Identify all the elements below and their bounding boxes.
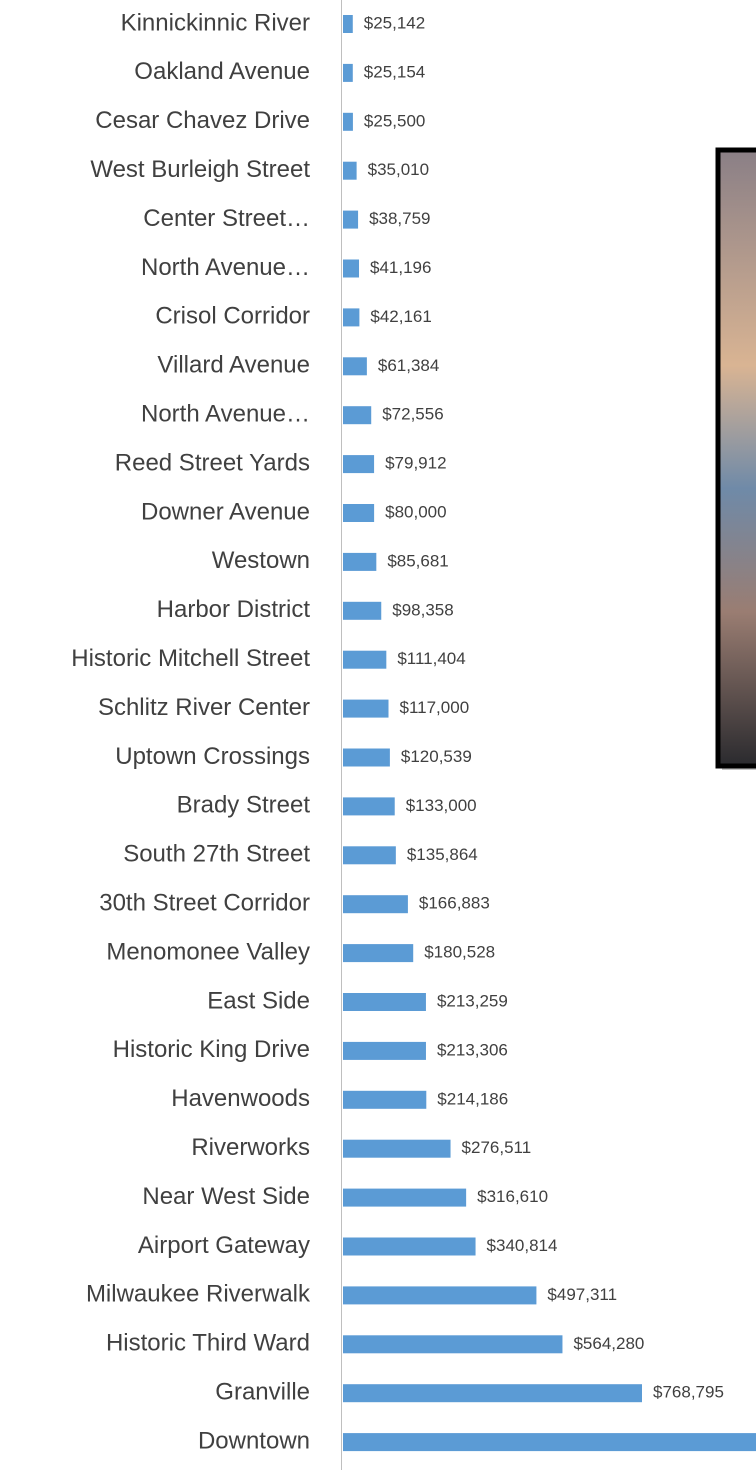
bar: [343, 1384, 642, 1403]
bar: [343, 699, 389, 718]
bar: [343, 797, 395, 816]
bar: [343, 1286, 537, 1305]
value-label: $135,864: [407, 845, 478, 864]
value-label: $213,259: [437, 991, 508, 1010]
value-label: $61,384: [378, 356, 439, 375]
bar: [343, 455, 375, 474]
category-label: South 27th Street: [123, 841, 310, 868]
category-label: Villard Avenue: [157, 352, 310, 379]
value-label: $72,556: [382, 405, 443, 424]
bar: [343, 308, 360, 327]
value-label: $111,404: [397, 649, 465, 668]
category-label: North Avenue…: [141, 401, 310, 428]
category-label: Granville: [215, 1379, 310, 1406]
category-label: Menomonee Valley: [106, 938, 310, 965]
bar: [343, 1237, 476, 1256]
value-label: $25,154: [364, 62, 425, 81]
category-label: West Burleigh Street: [90, 156, 310, 183]
bar: [343, 210, 359, 229]
bar: [343, 601, 382, 620]
bar: [343, 1139, 451, 1158]
category-label: Cesar Chavez Drive: [95, 107, 310, 134]
category-label: Historic Mitchell Street: [71, 645, 310, 672]
category-label: Downer Avenue: [141, 498, 310, 525]
category-label: Uptown Crossings: [115, 743, 310, 770]
category-label: Airport Gateway: [138, 1232, 310, 1259]
value-label: $42,161: [370, 307, 431, 326]
bar: [343, 15, 353, 33]
bar: [343, 895, 408, 914]
value-label: $564,280: [573, 1334, 644, 1353]
bar: [343, 63, 353, 82]
bar: [343, 846, 396, 865]
category-label: Havenwoods: [171, 1085, 310, 1112]
bar: [343, 504, 375, 522]
category-label: Westown: [212, 547, 310, 574]
value-label: $25,142: [364, 13, 425, 32]
value-label: $120,539: [401, 747, 472, 766]
category-label: Schlitz River Center: [98, 694, 310, 721]
value-label: $35,010: [368, 160, 429, 179]
value-label: $133,000: [406, 796, 477, 815]
bar: [343, 1188, 467, 1207]
bar: [343, 406, 372, 425]
category-label: 30th Street Corridor: [99, 890, 310, 917]
category-label: Historic Third Ward: [106, 1330, 310, 1357]
value-label: $340,814: [487, 1236, 558, 1255]
photo: [715, 147, 756, 769]
category-label: Historic King Drive: [113, 1036, 310, 1063]
category-label: Near West Side: [142, 1183, 310, 1210]
value-label: $41,196: [370, 258, 431, 277]
category-label: Downtown: [198, 1427, 310, 1454]
bar: [343, 112, 353, 131]
bar: [343, 1335, 563, 1354]
category-label: Oakland Avenue: [134, 58, 310, 85]
bar: [343, 1090, 427, 1109]
bar: [343, 161, 357, 180]
value-label: $98,358: [392, 600, 453, 619]
value-label: $768,795: [653, 1383, 724, 1402]
value-label: $166,883: [419, 894, 490, 913]
category-label: Center Street…: [143, 205, 310, 232]
value-label: $213,306: [437, 1040, 508, 1059]
bar: [343, 944, 414, 963]
bar: [343, 993, 426, 1011]
bar: [343, 748, 390, 767]
category-label: North Avenue…: [141, 254, 310, 281]
bar: [343, 259, 360, 278]
value-label: $276,511: [462, 1138, 532, 1157]
bar: [343, 1433, 756, 1452]
value-label: $85,681: [387, 551, 448, 570]
category-label: Harbor District: [157, 596, 311, 623]
category-label: Crisol Corridor: [155, 303, 310, 330]
bar: [343, 650, 387, 669]
value-label: $38,759: [369, 209, 430, 228]
value-label: $316,610: [477, 1187, 548, 1206]
bar: [343, 1041, 426, 1060]
category-label: East Side: [207, 987, 310, 1014]
category-label: Brady Street: [177, 792, 311, 819]
bar: [343, 357, 367, 376]
value-label: $180,528: [424, 943, 495, 962]
bar: [343, 552, 377, 571]
value-label: $497,311: [547, 1285, 617, 1304]
category-label: Reed Street Yards: [115, 449, 310, 476]
value-label: $117,000: [400, 698, 470, 717]
category-label: Riverworks: [191, 1134, 310, 1161]
category-label: Milwaukee Riverwalk: [86, 1281, 311, 1308]
value-label: $214,186: [437, 1089, 508, 1108]
value-label: $80,000: [385, 502, 446, 521]
value-label: $79,912: [385, 454, 446, 473]
category-label: Kinnickinnic River: [121, 9, 310, 36]
value-label: $25,500: [364, 111, 425, 130]
